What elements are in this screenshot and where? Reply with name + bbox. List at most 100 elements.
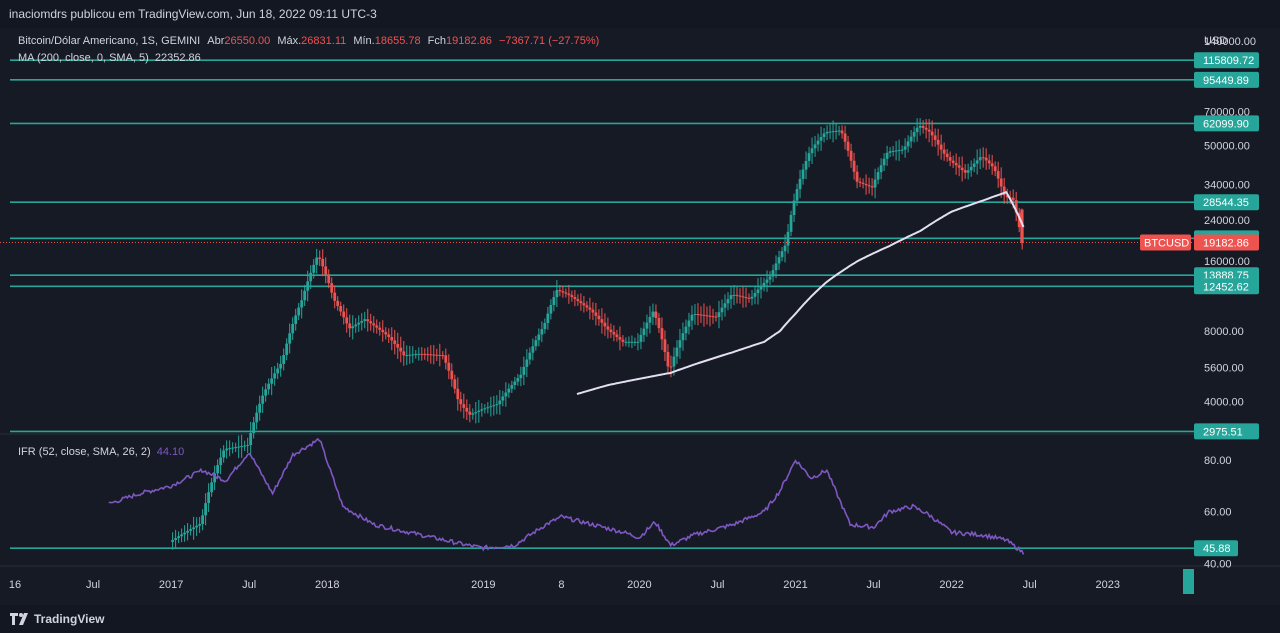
level-price-tag — [1194, 194, 1259, 211]
candle-body — [753, 293, 757, 297]
time-tick-label: 2021 — [783, 579, 807, 591]
candle-body — [927, 129, 931, 132]
candle-body — [969, 166, 973, 171]
candle-body — [453, 379, 457, 389]
candle-body — [819, 136, 823, 141]
level-price-tag-label: 28544.35 — [1203, 197, 1249, 209]
change-value: −7367.71 (−27.75%) — [498, 35, 600, 47]
candle-body — [312, 264, 316, 273]
footer-bar: TradingView — [0, 605, 1280, 633]
candle-body — [345, 317, 349, 324]
candle-body — [261, 395, 265, 404]
candle-body — [966, 170, 970, 173]
symbol-legend: Bitcoin/Dólar Americano, 1S, GEMINI Abr2… — [18, 35, 599, 47]
candle-body — [762, 282, 766, 287]
low-value: 18655.78 — [374, 35, 421, 47]
candle-body — [810, 148, 814, 154]
time-tick-label: Jul — [1023, 579, 1037, 591]
candle-body — [654, 311, 658, 318]
candle-body — [939, 144, 943, 150]
candle-body — [984, 157, 988, 161]
candle-body — [990, 163, 994, 167]
candle-body — [291, 323, 295, 334]
candle-body — [915, 127, 919, 133]
candle-body — [474, 411, 478, 414]
candle-body — [822, 133, 826, 137]
candle-body — [594, 312, 598, 316]
candle-body — [393, 340, 397, 344]
candle-body — [528, 352, 532, 360]
candle-body — [504, 392, 508, 397]
candle-body — [825, 131, 829, 134]
candle-body — [486, 407, 490, 409]
candle-body — [414, 354, 418, 356]
time-tick-label: Jul — [86, 579, 100, 591]
candle-body — [987, 160, 991, 164]
candle-body — [924, 127, 928, 130]
candle-body — [630, 341, 634, 343]
candle-body — [582, 303, 586, 306]
candle-body — [501, 396, 505, 401]
candle-body — [783, 245, 787, 252]
candle-body — [831, 131, 835, 133]
rsi-line — [108, 437, 1025, 555]
candle-body — [906, 141, 910, 147]
candle-body — [921, 125, 925, 128]
candle-body — [843, 133, 847, 142]
currency-label: USD — [1204, 35, 1227, 47]
candle-body — [207, 492, 211, 504]
time-tick-label: Jul — [867, 579, 881, 591]
time-tick-label: 2017 — [159, 579, 183, 591]
candle-body — [807, 153, 811, 162]
candle-body — [267, 383, 271, 390]
chart-area[interactable]: USD 140000.00 70000.00 50000.00 34000.00 2400… — [0, 28, 1280, 605]
candle-body — [789, 215, 793, 232]
time-tick-label: 2018 — [315, 579, 339, 591]
candle-body — [909, 136, 913, 142]
close-label: Fch — [427, 35, 447, 47]
candle-body — [450, 370, 454, 380]
time-tick-label: 2020 — [627, 579, 651, 591]
candle-body — [552, 297, 556, 306]
candle-body — [882, 158, 886, 166]
time-tick-label: 16 — [9, 579, 21, 591]
candle-body — [633, 341, 637, 343]
level-price-tag — [1194, 115, 1259, 132]
candle-body — [756, 289, 760, 294]
candle-body — [306, 281, 310, 291]
candle-body — [597, 315, 601, 320]
candle-body — [867, 185, 871, 187]
candle-body — [186, 530, 190, 533]
candle-body — [936, 139, 940, 145]
candle-body — [378, 327, 382, 330]
ma-value: 22352.86 — [154, 52, 201, 64]
candle-body — [564, 292, 568, 294]
rsi-level-tag-label: 45.88 — [1203, 543, 1231, 555]
candle-body — [189, 529, 193, 531]
price-tick-label: 8000.00 — [1204, 326, 1244, 338]
candle-body — [426, 354, 430, 356]
candle-body — [561, 291, 565, 293]
level-price-tag — [1194, 423, 1259, 440]
candle-body — [522, 366, 526, 375]
candle-body — [975, 160, 979, 164]
candle-body — [660, 328, 664, 340]
candle-body — [1014, 200, 1018, 213]
candle-body — [957, 165, 961, 168]
candle-body — [468, 411, 472, 415]
time-tick-label: 8 — [558, 579, 564, 591]
candle-body — [684, 326, 688, 334]
level-price-tag-label: 2975.51 — [1203, 426, 1243, 438]
candle-body — [489, 406, 493, 408]
candle-body — [621, 339, 625, 342]
candle-body — [174, 538, 178, 540]
candle-body — [507, 388, 511, 393]
candle-body — [258, 403, 262, 413]
time-tick-label: 2022 — [939, 579, 963, 591]
candle-body — [519, 374, 523, 379]
candle-body — [963, 170, 967, 173]
candle-body — [408, 354, 412, 356]
rsi-tick-label: 80.00 — [1204, 455, 1232, 467]
level-price-tag-label: 12452.62 — [1203, 281, 1249, 293]
